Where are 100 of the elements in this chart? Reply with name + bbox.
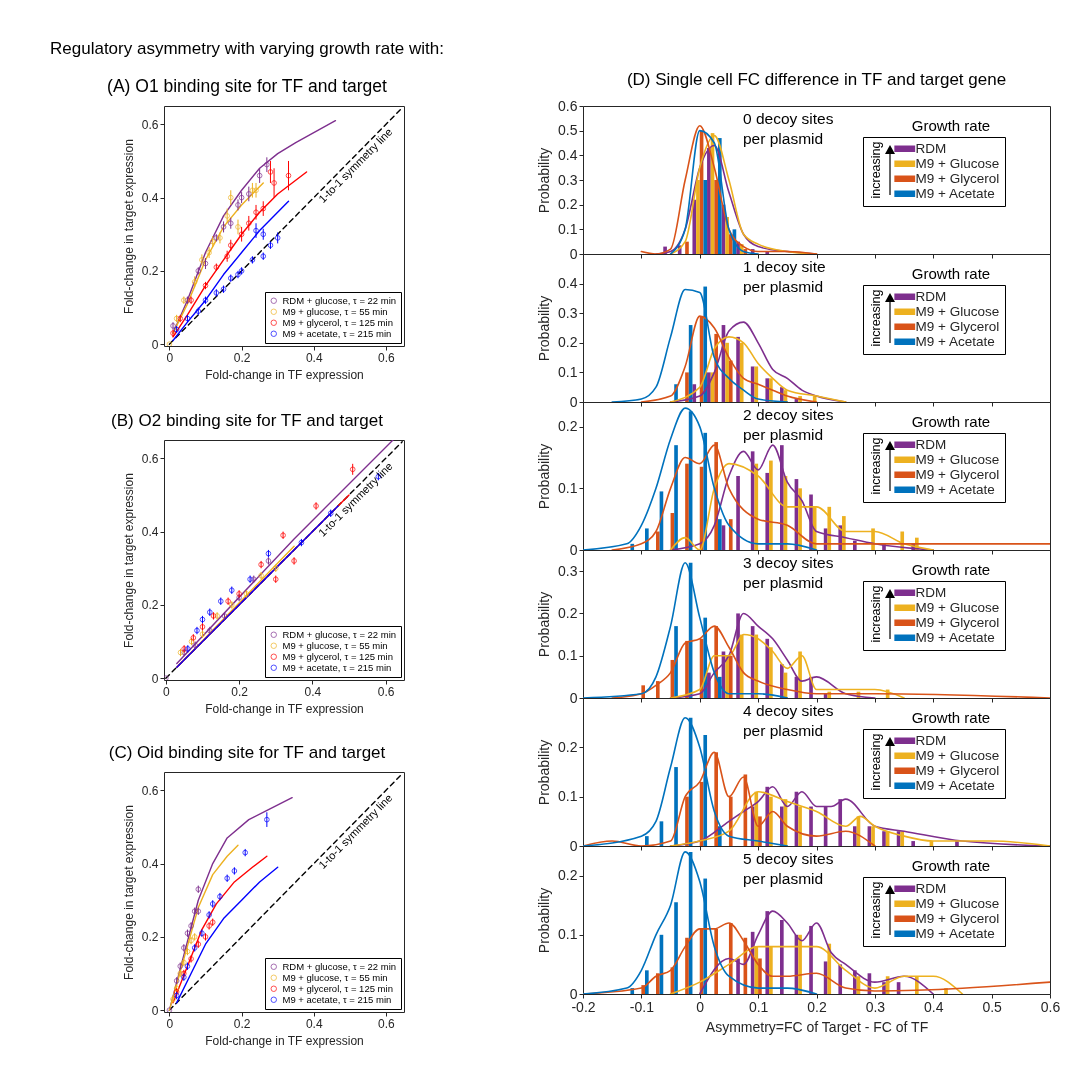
y-tick-label: 0.2 [558, 196, 578, 213]
legend-label: M9 + Acetate [915, 777, 995, 793]
y-tick-label: 0.6 [141, 451, 159, 466]
y-tick-label: 0.4 [141, 857, 159, 872]
x-tick-label: 0.6 [377, 684, 395, 699]
legend-label: M9 + acetate, τ = 215 min [282, 327, 392, 339]
y-tick-label: 0.2 [558, 867, 578, 884]
y-tick-label: 0.1 [558, 363, 578, 380]
legend-title: Growth rate [911, 117, 991, 134]
legend-label: M9 + Glucose [915, 155, 1000, 171]
legend-label: RDM [915, 140, 947, 156]
x-tick-label: 0.4 [305, 350, 323, 365]
chart-subtitle: (A) O1 binding site for TF and target [107, 75, 388, 96]
legend-label: M9 + Glucose [915, 895, 1000, 911]
x-tick-label: 0.3 [865, 998, 886, 1015]
y-tick-label: 0.6 [141, 783, 159, 798]
y-tick-label: 0.6 [141, 117, 159, 132]
legend-label: M9 + Glycerol [915, 762, 1000, 778]
y-tick-label: 0.1 [558, 788, 578, 805]
y-axis-title: Probability [536, 887, 553, 954]
y-tick-label: 0 [569, 393, 578, 410]
y-axis-title: Probability [536, 591, 553, 658]
y-tick-label: 0.6 [558, 97, 578, 114]
annotation: 2 decoy sites per plasmid [743, 406, 834, 443]
legend-label: M9 + glucose, τ = 55 min [282, 639, 388, 651]
y-axis-title: Probability [536, 443, 553, 510]
x-tick-label: 0.2 [231, 684, 249, 699]
y-axis-title: Fold-change in target expression [121, 473, 136, 648]
x-tick-label: 0.4 [305, 1016, 323, 1031]
annotation: 5 decoy sites per plasmid [743, 850, 834, 887]
legend-label: RDM [915, 732, 947, 748]
y-tick-label: 0 [569, 837, 578, 854]
x-tick-label: 0 [166, 1016, 174, 1031]
x-axis-title: Fold-change in TF expression [205, 1033, 364, 1048]
x-tick-label: 0 [166, 350, 174, 365]
y-axis-title: Fold-change in target expression [121, 139, 136, 314]
annotation: increasing [869, 585, 883, 643]
legend-label: M9 + glucose, τ = 55 min [282, 971, 388, 983]
y-tick-label: 0.1 [558, 479, 578, 496]
legend-label: M9 + Acetate [915, 629, 995, 645]
y-axis-title: Probability [536, 295, 553, 362]
annotation: 0 decoy sites per plasmid [743, 110, 834, 147]
legend-label: M9 + Glycerol [915, 318, 1000, 334]
x-axis-title: Fold-change in TF expression [205, 367, 364, 382]
x-tick-label: 0 [696, 998, 705, 1015]
y-tick-label: 0.4 [141, 191, 159, 206]
annotation: increasing [869, 289, 883, 347]
x-tick-label: 0.5 [982, 998, 1003, 1015]
y-tick-label: 0.2 [141, 930, 159, 945]
legend-label: M9 + Acetate [915, 481, 995, 497]
legend-label: M9 + glycerol, τ = 125 min [282, 982, 393, 994]
legend-label: M9 + Acetate [915, 333, 995, 349]
y-tick-label: 0.2 [141, 598, 159, 613]
annotation: 3 decoy sites per plasmid [743, 554, 834, 591]
legend-label: RDM [915, 288, 947, 304]
chart-title: (D) Single cell FC difference in TF and target gene [626, 70, 1007, 89]
y-tick-label: 0 [569, 245, 578, 262]
legend-label: M9 + Glycerol [915, 466, 1000, 482]
x-tick-label: 0.2 [233, 350, 251, 365]
legend-label: M9 + glucose, τ = 55 min [282, 305, 388, 317]
legend-label: M9 + Glycerol [915, 910, 1000, 926]
legend-label: M9 + Glucose [915, 303, 1000, 319]
y-axis-title: Probability [536, 147, 553, 214]
y-tick-label: 0.1 [558, 647, 578, 664]
legend-label: RDM + glucose, τ = 22 min [282, 960, 397, 972]
y-tick-label: 0.3 [558, 171, 578, 188]
legend-label: M9 + acetate, τ = 215 min [282, 993, 392, 1005]
y-tick-label: 0.3 [558, 304, 578, 321]
annotation: increasing [869, 733, 883, 791]
y-tick-label: 0.2 [141, 264, 159, 279]
legend-label: M9 + glycerol, τ = 125 min [282, 650, 393, 662]
y-axis-title: Probability [536, 739, 553, 806]
y-tick-label: 0.3 [558, 562, 578, 579]
legend-title: Growth rate [911, 265, 991, 282]
annotation: 1 decoy site per plasmid [743, 258, 826, 295]
x-tick-label: 0.4 [304, 684, 322, 699]
chart-title: Regulatory asymmetry with varying growth rate with: [50, 38, 444, 58]
y-tick-label: 0.4 [558, 146, 578, 163]
legend-title: Growth rate [911, 561, 991, 578]
y-axis-title: Fold-change in target expression [121, 805, 136, 980]
y-tick-label: 0 [569, 541, 578, 558]
y-tick-label: 0.2 [558, 334, 578, 351]
legend-label: M9 + Glucose [915, 747, 1000, 763]
legend-title: Growth rate [911, 709, 991, 726]
chart-title: (B) O2 binding site for TF and target [111, 411, 384, 430]
legend-label: RDM + glucose, τ = 22 min [282, 628, 397, 640]
legend-label: M9 + Glucose [915, 451, 1000, 467]
y-tick-label: 0.4 [141, 525, 159, 540]
annotation: increasing [869, 141, 883, 199]
legend-label: M9 + Glucose [915, 599, 1000, 615]
x-axis-title: Asymmetry=FC of Target - FC of TF [705, 1018, 929, 1035]
y-tick-label: 0.1 [558, 220, 578, 237]
y-tick-label: 0.4 [558, 275, 578, 292]
legend-title: Growth rate [911, 857, 991, 874]
y-tick-label: 0.1 [558, 926, 578, 943]
x-axis-title: Fold-change in TF expression [205, 701, 364, 716]
x-tick-label: 0.4 [924, 998, 944, 1015]
y-tick-label: 0 [151, 337, 159, 352]
y-tick-label: 0.2 [558, 604, 578, 621]
legend-label: RDM [915, 584, 947, 600]
